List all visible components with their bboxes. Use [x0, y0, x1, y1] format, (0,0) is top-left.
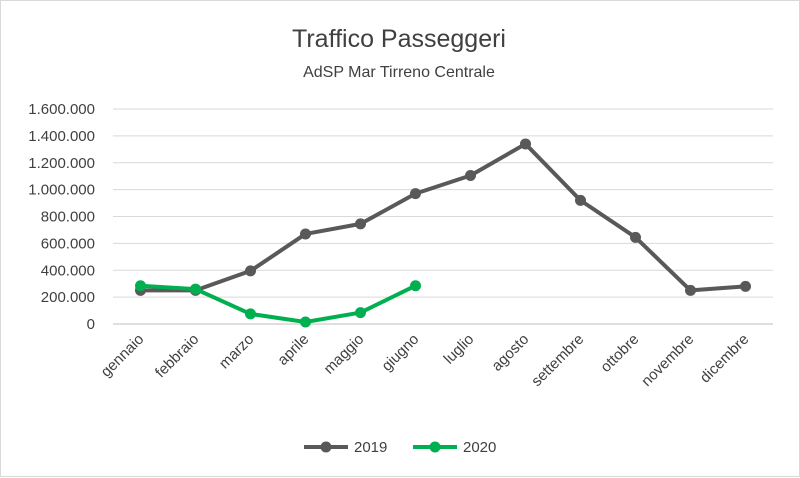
data-point: [190, 283, 201, 295]
x-tick-label: febbraio: [152, 331, 202, 381]
data-point: [355, 307, 366, 319]
y-tick-label: 600.000: [41, 235, 95, 252]
x-tick-label: settembre: [528, 331, 587, 390]
data-point: [685, 284, 696, 296]
x-tick-label: marzo: [216, 331, 257, 372]
data-point: [245, 308, 256, 320]
data-point: [740, 280, 751, 292]
data-point: [300, 316, 311, 328]
legend: 2019 2020: [304, 439, 496, 456]
x-tick-label: gennaio: [98, 331, 148, 381]
data-point: [410, 188, 421, 200]
data-point: [575, 194, 586, 206]
legend-label: 2020: [463, 439, 496, 456]
y-tick-label: 1.400.000: [28, 128, 95, 145]
y-tick-label: 1.200.000: [28, 155, 95, 172]
series-line: [138, 283, 418, 324]
x-tick-label: luglio: [441, 331, 478, 368]
data-point: [410, 280, 421, 292]
x-tick-label: ottobre: [597, 331, 642, 376]
y-tick-label: 0: [87, 316, 95, 333]
series-lines: [135, 138, 751, 328]
y-tick-label: 200.000: [41, 289, 95, 306]
legend-swatch-marker: [429, 441, 441, 453]
y-tick-label: 800.000: [41, 209, 95, 226]
series-2020: [135, 280, 421, 328]
data-point: [300, 228, 311, 240]
y-tick-label: 1.600.000: [28, 101, 95, 118]
x-tick-label: dicembre: [697, 331, 753, 387]
x-tick-label: maggio: [321, 331, 368, 378]
x-tick-label: aprile: [274, 331, 312, 369]
y-tick-label: 400.000: [41, 262, 95, 279]
chart-title: Traffico Passeggeri: [292, 25, 506, 53]
data-point: [355, 218, 366, 230]
x-tick-label: novembre: [638, 331, 697, 390]
data-point: [630, 231, 641, 243]
data-point: [135, 280, 146, 292]
data-point: [465, 170, 476, 182]
x-tick-label: giugno: [378, 331, 422, 375]
x-axis-tick-labels: gennaio febbraio marzo aprile maggio giugno lu…: [98, 331, 753, 390]
series-2019: [135, 138, 751, 296]
data-point: [245, 265, 256, 277]
series-line: [138, 141, 748, 293]
legend-label: 2019: [354, 439, 387, 456]
gridlines: [113, 108, 773, 325]
y-tick-label: 1.000.000: [28, 182, 95, 199]
y-axis-tick-labels: 0 200.000 400.000 600.000 800.000 1.000.000 1.…: [28, 101, 95, 333]
data-point: [520, 138, 531, 150]
chart-subtitle: AdSP Mar Tirreno Centrale: [303, 64, 495, 81]
legend-swatch-marker: [320, 441, 332, 453]
x-tick-label: agosto: [488, 331, 532, 375]
